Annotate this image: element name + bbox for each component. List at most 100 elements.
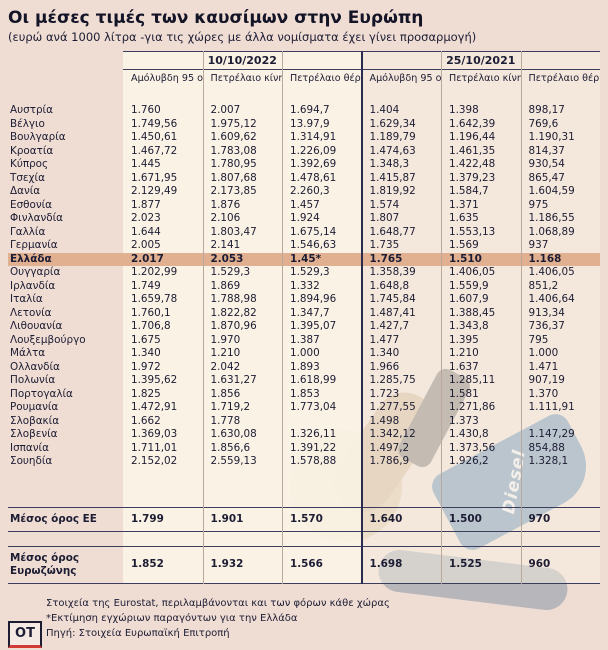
- price-value: 1.467,72: [131, 144, 178, 157]
- footer: OT Στοιχεία της Eurostat, περιλαμβάνοντα…: [8, 596, 600, 648]
- price-value: 1.387: [290, 333, 320, 346]
- price-value: 2.106: [210, 212, 241, 224]
- average-value: 1.500: [449, 512, 482, 525]
- average-label: Μέσος όρος Ευρωζώνης: [10, 551, 80, 577]
- price-value: 2.173,85: [210, 185, 257, 197]
- price-value: 1.786,9: [369, 455, 410, 467]
- average-row-eu: Μέσος όρος ΕΕ 1.799 1.901 1.570 1.640 1.500 97…: [8, 506, 600, 532]
- price-value: 1.618,99: [290, 374, 337, 386]
- col-header-diesel-2021: Πετρέλαιο κίνησης: [449, 73, 521, 84]
- price-value: 1.271,86: [449, 401, 496, 413]
- price-value: 2.023: [131, 212, 161, 224]
- country-label: Τσεχία: [10, 171, 45, 184]
- table-row-greece: Ελλάδα 2.017 2.053 1.45* 1.765 1.510 1.168: [8, 252, 600, 266]
- price-value: 1.406,05: [528, 266, 575, 278]
- table-row: Δανία 2.129,49 2.173,85 2.260,3 1.819,92 1.58…: [8, 185, 600, 199]
- price-value: 2.017: [131, 252, 164, 265]
- year-block-divider: [360, 51, 363, 584]
- price-value: 1.675,14: [290, 225, 337, 238]
- price-value: 937: [528, 239, 549, 251]
- price-value: 1.487,41: [369, 306, 416, 319]
- price-value: 1.395,62: [131, 374, 178, 386]
- price-value: 1.395: [449, 333, 479, 346]
- price-value: 1.196,44: [449, 131, 496, 143]
- country-label: Κροατία: [10, 144, 54, 157]
- country-label: Πορτογαλία: [10, 387, 73, 400]
- country-label: Γαλλία: [10, 225, 46, 238]
- table-row: Μάλτα 1.340 1.210 1.000 1.340 1.210 1.000: [8, 347, 600, 361]
- average-value: 1.640: [369, 512, 403, 525]
- price-value: 865,47: [528, 171, 565, 184]
- price-value: 1.926,2: [449, 455, 489, 467]
- price-value: 1.398: [449, 104, 479, 116]
- price-value: 1.422,48: [449, 158, 496, 170]
- table-body: Αυστρία 1.760 2.007 1.694,7 1.404 1.398 898,17…: [8, 104, 600, 469]
- price-value: 736,37: [528, 320, 565, 332]
- spacer-cell: [8, 73, 123, 104]
- price-value: 1.853: [290, 387, 320, 400]
- price-value: 1.719,2: [210, 401, 251, 413]
- footnote-credit: Πηγή: Στοιχεία Ευρωπαϊκή Επιτροπή: [46, 627, 230, 639]
- table-row: Πολωνία 1.395,62 1.631,27 1.618,99 1.285,75 1…: [8, 374, 600, 388]
- page-subtitle: (ευρώ ανά 1000 λίτρα -για τις χώρες με ά…: [8, 30, 477, 44]
- price-value: 1.478,61: [290, 171, 337, 184]
- overlay-2021-block: [361, 51, 600, 584]
- price-value: 1.285,11: [449, 374, 496, 386]
- country-label: Εσθονία: [10, 198, 53, 211]
- price-value: 1.358,39: [369, 266, 416, 278]
- column-header-row: Αμόλυβδη 95 οκτανίων Πετρέλαιο κίνησης Π…: [8, 70, 600, 104]
- price-value: 1.723: [369, 387, 400, 400]
- price-value: 2.141: [210, 239, 241, 251]
- col-header-heating-2022: Πετρέλαιο θέρμανσης: [290, 73, 362, 84]
- table-row: Τσεχία 1.671,95 1.807,68 1.478,61 1.415,87 1.…: [8, 172, 600, 186]
- price-value: 1.807,68: [210, 171, 257, 184]
- table-row: Γερμανία 2.005 2.141 1.546,63 1.735 1.569 937: [8, 239, 600, 253]
- table-row: Πορτογαλία 1.825 1.856 1.853 1.723 1.581 1.370: [8, 388, 600, 402]
- price-value: 1.760,1: [131, 306, 171, 319]
- footnotes: Στοιχεία της Eurostat, περιλαμβάνονται κ…: [46, 596, 600, 641]
- average-value: 1.698: [369, 558, 403, 570]
- table-row: Λετονία 1.760,1 1.822,82 1.347,7 1.487,41 1.3…: [8, 307, 600, 321]
- price-value: 1.609,62: [210, 131, 257, 143]
- table-row: Ρουμανία 1.472,91 1.719,2 1.773,04 1.277,55 1…: [8, 401, 600, 415]
- fuel-price-table: 10/10/2022 25/10/2021 Αμόλυβδη 95 οκτανί…: [8, 51, 600, 584]
- footnote-estimate: *Εκτίμηση εγχώριων παραγόντων για την Ελ…: [46, 612, 298, 624]
- price-value: 854,88: [528, 441, 565, 454]
- overlay-2022-block: [123, 51, 362, 584]
- average-value: 1.932: [210, 558, 244, 570]
- table-row: Ιταλία 1.659,78 1.788,98 1.894,96 1.745,84 1.…: [8, 293, 600, 307]
- price-value: 1.342,12: [369, 428, 416, 440]
- price-value: 975: [528, 198, 549, 211]
- price-value: 1.461,35: [449, 144, 496, 157]
- price-value: 1.706,8: [131, 320, 171, 332]
- price-value: 814,37: [528, 144, 565, 157]
- table-row: Ουγγαρία 1.202,99 1.529,3 1.529,3 1.358,39 1.…: [8, 266, 600, 280]
- price-value: 1.471: [528, 360, 559, 373]
- price-value: 1.578,88: [290, 455, 337, 467]
- price-value: 2.260,3: [290, 185, 330, 197]
- price-value: 1.111,91: [528, 401, 575, 413]
- price-value: 1.553,13: [449, 225, 496, 238]
- price-value: 1.340: [369, 347, 400, 359]
- price-value: 1.671,95: [131, 171, 178, 184]
- price-value: [521, 415, 601, 429]
- price-value: 1.893: [290, 360, 320, 373]
- price-value: 1.662: [131, 414, 161, 427]
- price-value: 1.877: [131, 198, 161, 211]
- price-value: 1.202,99: [131, 266, 178, 278]
- price-value: 913,34: [528, 306, 565, 319]
- country-label: Λουξεμβούργο: [10, 333, 86, 346]
- country-label: Μάλτα: [10, 347, 46, 359]
- price-value: 1.45*: [290, 252, 322, 265]
- price-value: 1.856,6: [210, 441, 251, 454]
- col-header-unleaded-2021: Αμόλυβδη 95 οκτανίων: [369, 73, 442, 84]
- price-value: 1.870,96: [210, 320, 257, 332]
- price-value: 1.569: [449, 239, 479, 251]
- price-value: 1.427,7: [369, 320, 410, 332]
- price-value: 1.631,27: [210, 374, 257, 386]
- country-label: Ρουμανία: [10, 401, 59, 413]
- average-value: 1.852: [131, 558, 164, 570]
- table-row: Λουξεμβούργο 1.675 1.970 1.387 1.477 1.395 795: [8, 334, 600, 348]
- table-row: Βέλγιο 1.749,56 1.975,12 13.97,9 1.629,34 1.6…: [8, 118, 600, 132]
- average-value: 1.570: [290, 512, 323, 525]
